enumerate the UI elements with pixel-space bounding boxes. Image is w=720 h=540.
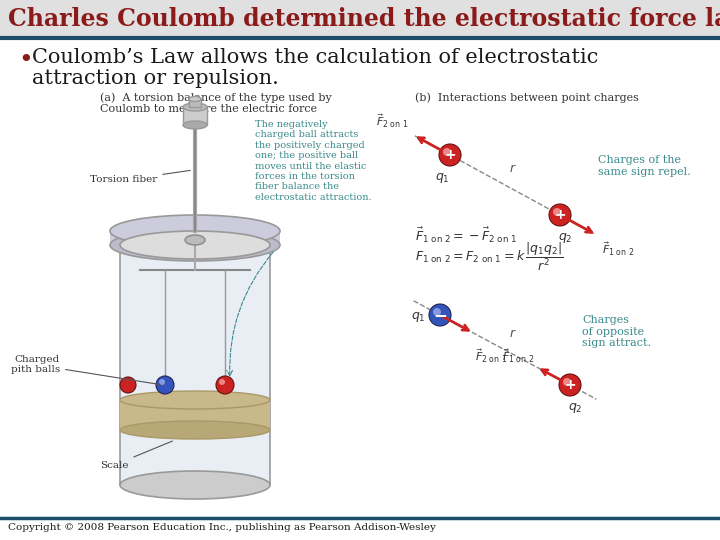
Bar bbox=[110, 231, 280, 245]
Text: Copyright © 2008 Pearson Education Inc., publishing as Pearson Addison-Wesley: Copyright © 2008 Pearson Education Inc.,… bbox=[8, 523, 436, 532]
Bar bbox=[120, 400, 270, 430]
Ellipse shape bbox=[120, 231, 270, 259]
Ellipse shape bbox=[120, 421, 270, 439]
Ellipse shape bbox=[183, 103, 207, 111]
Text: $\vec{F}_{1\ \mathrm{on}\ 2}$: $\vec{F}_{1\ \mathrm{on}\ 2}$ bbox=[502, 347, 534, 365]
Text: −: − bbox=[433, 306, 447, 324]
Bar bbox=[183, 107, 207, 125]
Text: Charged
pith balls: Charged pith balls bbox=[11, 355, 161, 384]
Circle shape bbox=[219, 379, 225, 385]
Circle shape bbox=[120, 377, 136, 393]
Circle shape bbox=[563, 378, 571, 386]
Circle shape bbox=[216, 376, 234, 394]
Ellipse shape bbox=[183, 121, 207, 129]
Circle shape bbox=[156, 376, 174, 394]
Text: The negatively
charged ball attracts
the positively charged
one; the positive ba: The negatively charged ball attracts the… bbox=[255, 120, 372, 202]
FancyBboxPatch shape bbox=[0, 0, 720, 37]
Circle shape bbox=[553, 208, 561, 216]
Circle shape bbox=[439, 144, 461, 166]
Circle shape bbox=[549, 204, 571, 226]
Bar bbox=[189, 99, 201, 107]
Ellipse shape bbox=[189, 97, 201, 102]
Ellipse shape bbox=[110, 215, 280, 247]
Circle shape bbox=[429, 304, 451, 326]
Text: $F_{1\ \mathrm{on}\ 2} = F_{2\ \mathrm{on}\ 1} = k\,\dfrac{|q_1 q_2|}{r^2}$: $F_{1\ \mathrm{on}\ 2} = F_{2\ \mathrm{o… bbox=[415, 241, 564, 273]
Text: •: • bbox=[18, 48, 32, 72]
Text: $r$: $r$ bbox=[509, 162, 517, 175]
Circle shape bbox=[559, 374, 581, 396]
Text: Charges of the
same sign repel.: Charges of the same sign repel. bbox=[598, 155, 690, 177]
Text: Charles Coulomb determined the electrostatic force law: Charles Coulomb determined the electrost… bbox=[8, 7, 720, 31]
Text: $\vec{F}_{2\ \mathrm{on}\ 1}$: $\vec{F}_{2\ \mathrm{on}\ 1}$ bbox=[475, 347, 508, 365]
Ellipse shape bbox=[189, 100, 201, 106]
Text: $\vec{F}_{1\ \mathrm{on}\ 2} = -\vec{F}_{2\ \mathrm{on}\ 1}$: $\vec{F}_{1\ \mathrm{on}\ 2} = -\vec{F}_… bbox=[415, 225, 517, 245]
Circle shape bbox=[433, 308, 441, 316]
Text: +: + bbox=[554, 208, 566, 222]
Circle shape bbox=[159, 379, 165, 385]
Text: attraction or repulsion.: attraction or repulsion. bbox=[32, 69, 279, 88]
Ellipse shape bbox=[120, 391, 270, 409]
Text: $q_2$: $q_2$ bbox=[558, 231, 572, 245]
Text: $r$: $r$ bbox=[509, 327, 517, 340]
Text: Scale: Scale bbox=[100, 441, 172, 469]
Text: Torsion fiber: Torsion fiber bbox=[90, 171, 190, 185]
Text: $\vec{F}_{2\ \mathrm{on}\ 1}$: $\vec{F}_{2\ \mathrm{on}\ 1}$ bbox=[376, 112, 408, 130]
Text: $q_1$: $q_1$ bbox=[411, 310, 426, 324]
Text: (b)  Interactions between point charges: (b) Interactions between point charges bbox=[415, 92, 639, 103]
Ellipse shape bbox=[185, 235, 205, 245]
Text: $\vec{F}_{1\ \mathrm{on}\ 2}$: $\vec{F}_{1\ \mathrm{on}\ 2}$ bbox=[602, 240, 634, 258]
Text: +: + bbox=[444, 148, 456, 162]
Text: Charges
of opposite
sign attract.: Charges of opposite sign attract. bbox=[582, 315, 651, 348]
Text: $q_2$: $q_2$ bbox=[568, 401, 582, 415]
Text: $q_1$: $q_1$ bbox=[435, 171, 449, 185]
Circle shape bbox=[443, 148, 451, 156]
Text: (a)  A torsion balance of the type used by
Coulomb to measure the electric force: (a) A torsion balance of the type used b… bbox=[100, 92, 332, 114]
Ellipse shape bbox=[110, 229, 280, 261]
Bar bbox=[120, 245, 270, 485]
Ellipse shape bbox=[120, 471, 270, 499]
Text: Coulomb’s Law allows the calculation of electrostatic: Coulomb’s Law allows the calculation of … bbox=[32, 48, 598, 67]
Text: +: + bbox=[564, 378, 576, 392]
